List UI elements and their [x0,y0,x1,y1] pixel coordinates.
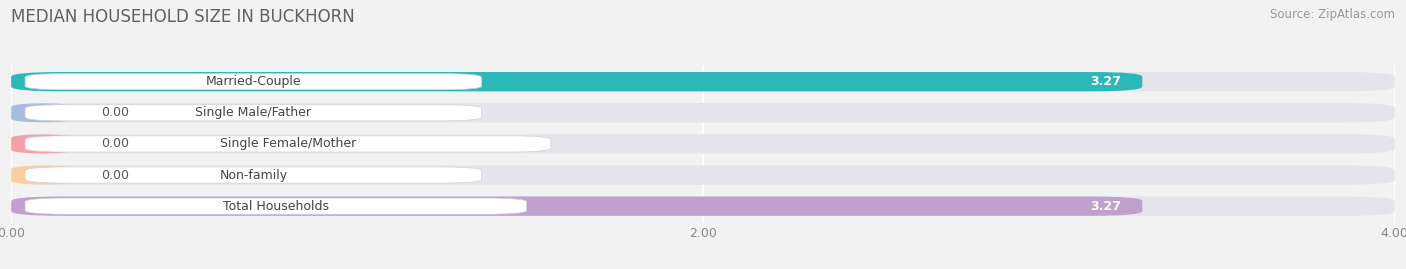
FancyBboxPatch shape [11,134,73,154]
FancyBboxPatch shape [25,198,527,214]
FancyBboxPatch shape [11,197,1142,216]
FancyBboxPatch shape [11,134,1395,154]
FancyBboxPatch shape [11,103,73,122]
FancyBboxPatch shape [11,103,1395,122]
FancyBboxPatch shape [25,105,482,121]
FancyBboxPatch shape [11,72,1395,91]
FancyBboxPatch shape [11,72,1142,91]
Text: MEDIAN HOUSEHOLD SIZE IN BUCKHORN: MEDIAN HOUSEHOLD SIZE IN BUCKHORN [11,8,354,26]
Text: Total Households: Total Households [222,200,329,213]
FancyBboxPatch shape [11,165,73,185]
Text: Single Male/Father: Single Male/Father [195,106,311,119]
FancyBboxPatch shape [25,167,482,183]
Text: 0.00: 0.00 [101,137,129,150]
Text: Source: ZipAtlas.com: Source: ZipAtlas.com [1270,8,1395,21]
Text: 0.00: 0.00 [101,169,129,182]
Text: 3.27: 3.27 [1091,200,1122,213]
FancyBboxPatch shape [25,136,551,152]
Text: Non-family: Non-family [219,169,287,182]
FancyBboxPatch shape [11,165,1395,185]
FancyBboxPatch shape [11,197,1395,216]
Text: 0.00: 0.00 [101,106,129,119]
Text: Single Female/Mother: Single Female/Mother [219,137,356,150]
Text: Married-Couple: Married-Couple [205,75,301,88]
FancyBboxPatch shape [25,74,482,90]
Text: 3.27: 3.27 [1091,75,1122,88]
